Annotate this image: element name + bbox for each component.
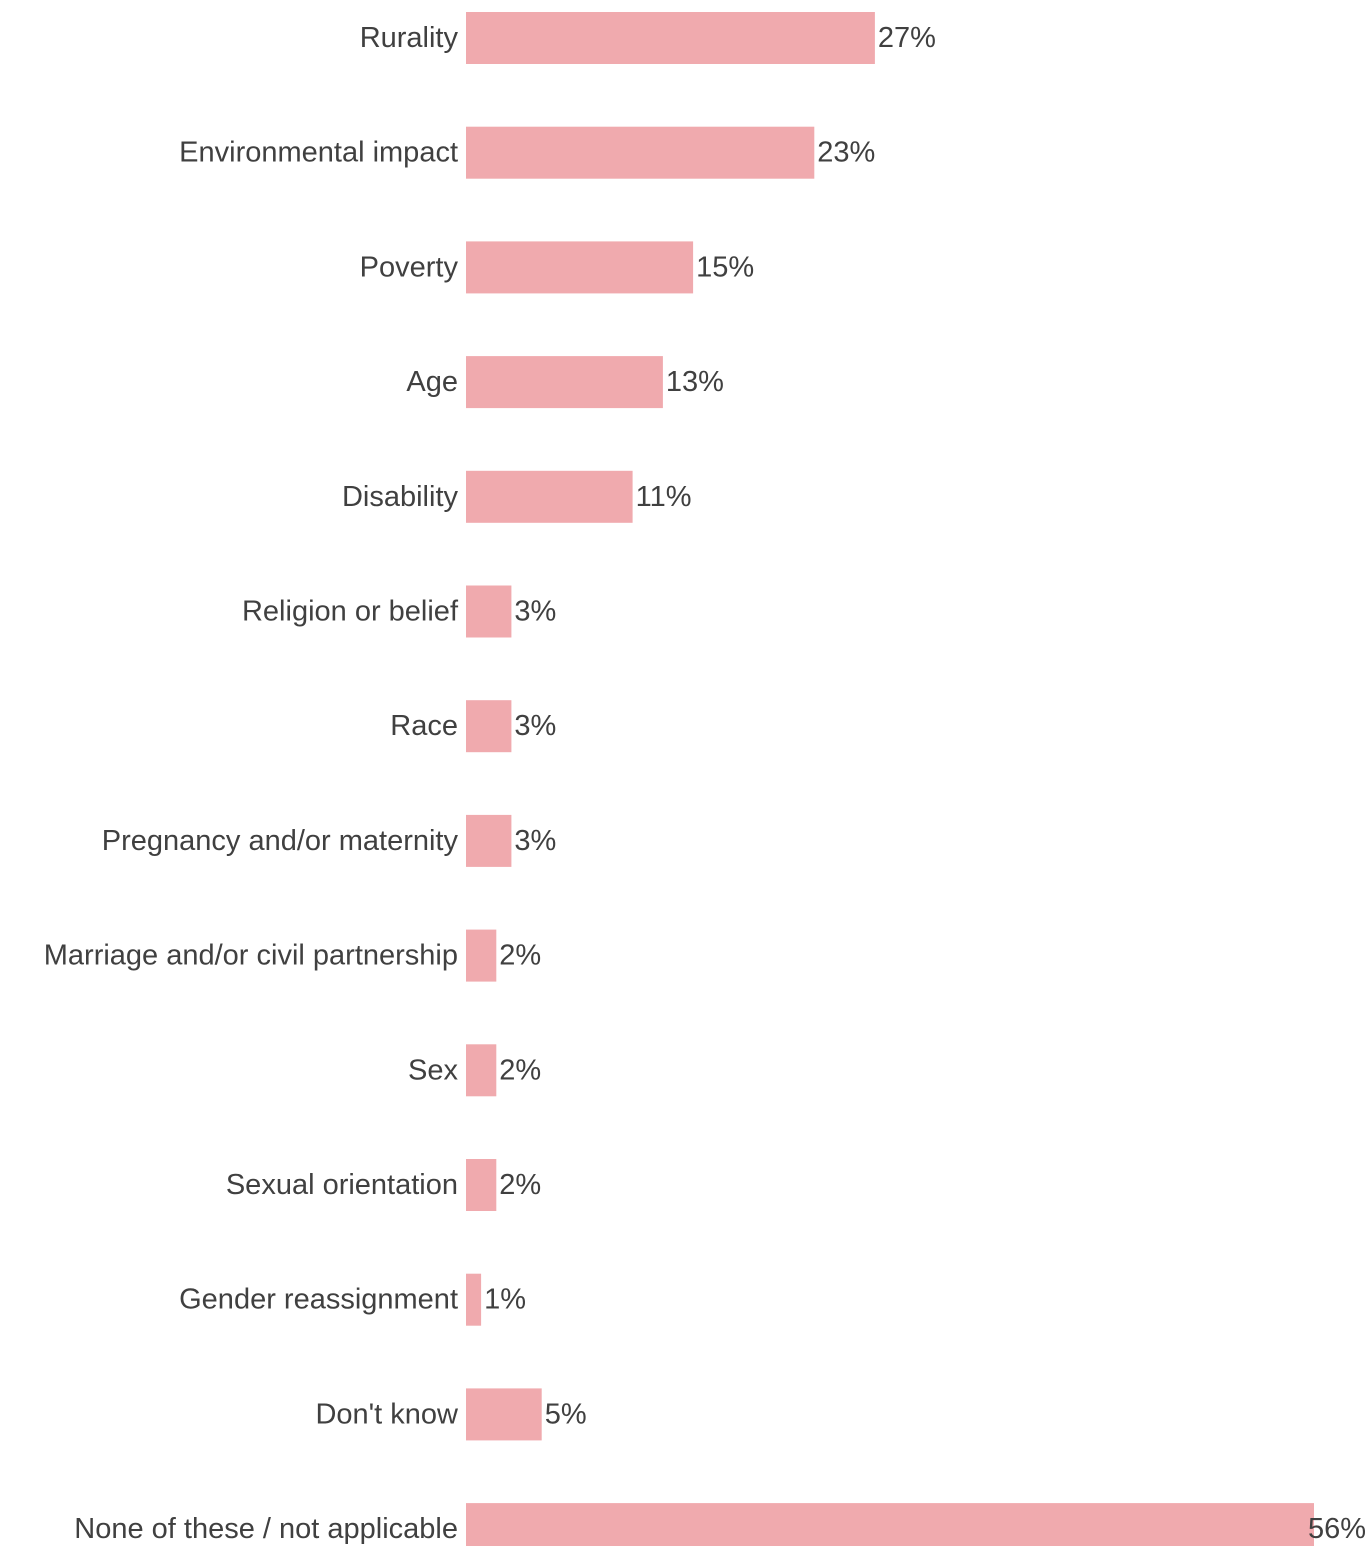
- category-label: Gender reassignment: [179, 1284, 458, 1316]
- bar: [466, 470, 633, 523]
- bar-group: Rurality 27%: [360, 12, 936, 64]
- category-label: None of these / not applicable: [74, 1513, 458, 1545]
- category-label: Religion or belief: [242, 596, 459, 628]
- value-label: 15%: [696, 251, 754, 283]
- bar: [466, 814, 512, 867]
- value-label: 56%: [1308, 1513, 1366, 1545]
- bar: [466, 126, 815, 179]
- value-label: 11%: [636, 481, 692, 513]
- value-label: 3%: [514, 825, 556, 857]
- value-label: 13%: [666, 366, 724, 398]
- bar: [466, 1388, 542, 1441]
- category-label: Race: [390, 710, 458, 742]
- category-label: Rurality: [360, 22, 459, 54]
- category-label: Don't know: [315, 1398, 459, 1430]
- category-label: Sex: [408, 1054, 458, 1086]
- value-label: 2%: [499, 940, 541, 972]
- bar-group: None of these / not applicable 56%: [74, 1503, 1366, 1546]
- value-label: 5%: [545, 1398, 587, 1430]
- bar: [466, 356, 663, 409]
- category-label: Poverty: [360, 251, 459, 283]
- category-label: Age: [406, 366, 458, 398]
- category-label: Marriage and/or civil partnership: [44, 940, 458, 972]
- value-label: 1%: [484, 1284, 526, 1316]
- bar: [466, 1273, 482, 1326]
- bar-group: Religion or belief 3%: [242, 585, 556, 638]
- category-label: Disability: [342, 481, 459, 513]
- bar-group: Sex 2%: [408, 1044, 541, 1097]
- bar: [466, 241, 694, 294]
- value-label: 23%: [817, 137, 875, 169]
- bar-group: Marriage and/or civil partnership 2%: [44, 929, 541, 982]
- category-label: Sexual orientation: [226, 1169, 458, 1201]
- bar-group: Pregnancy and/or maternity 3%: [102, 814, 556, 867]
- value-label: 27%: [878, 22, 936, 54]
- bar: [466, 585, 512, 638]
- bar: [466, 929, 497, 982]
- category-label: Pregnancy and/or maternity: [102, 825, 459, 857]
- bar: [466, 12, 875, 64]
- value-label: 3%: [514, 596, 556, 628]
- bar-group: Environmental impact 23%: [179, 126, 875, 179]
- bar-group: Don't know 5%: [315, 1388, 587, 1441]
- bar: [466, 700, 512, 753]
- bar-group: Gender reassignment 1%: [179, 1273, 526, 1326]
- bar-group: Age 13%: [406, 356, 724, 409]
- value-label: 2%: [499, 1054, 541, 1086]
- bar: [466, 1044, 497, 1097]
- bar: [466, 1503, 1314, 1546]
- bar: [466, 1159, 497, 1211]
- category-label: Environmental impact: [179, 137, 458, 169]
- value-label: 2%: [499, 1169, 541, 1201]
- value-label: 3%: [514, 710, 556, 742]
- bar-group: Race 3%: [390, 700, 556, 753]
- bar-group: Disability 11%: [342, 470, 692, 523]
- bar-group: Sexual orientation 2%: [226, 1159, 541, 1211]
- bar-group: Poverty 15%: [360, 241, 754, 294]
